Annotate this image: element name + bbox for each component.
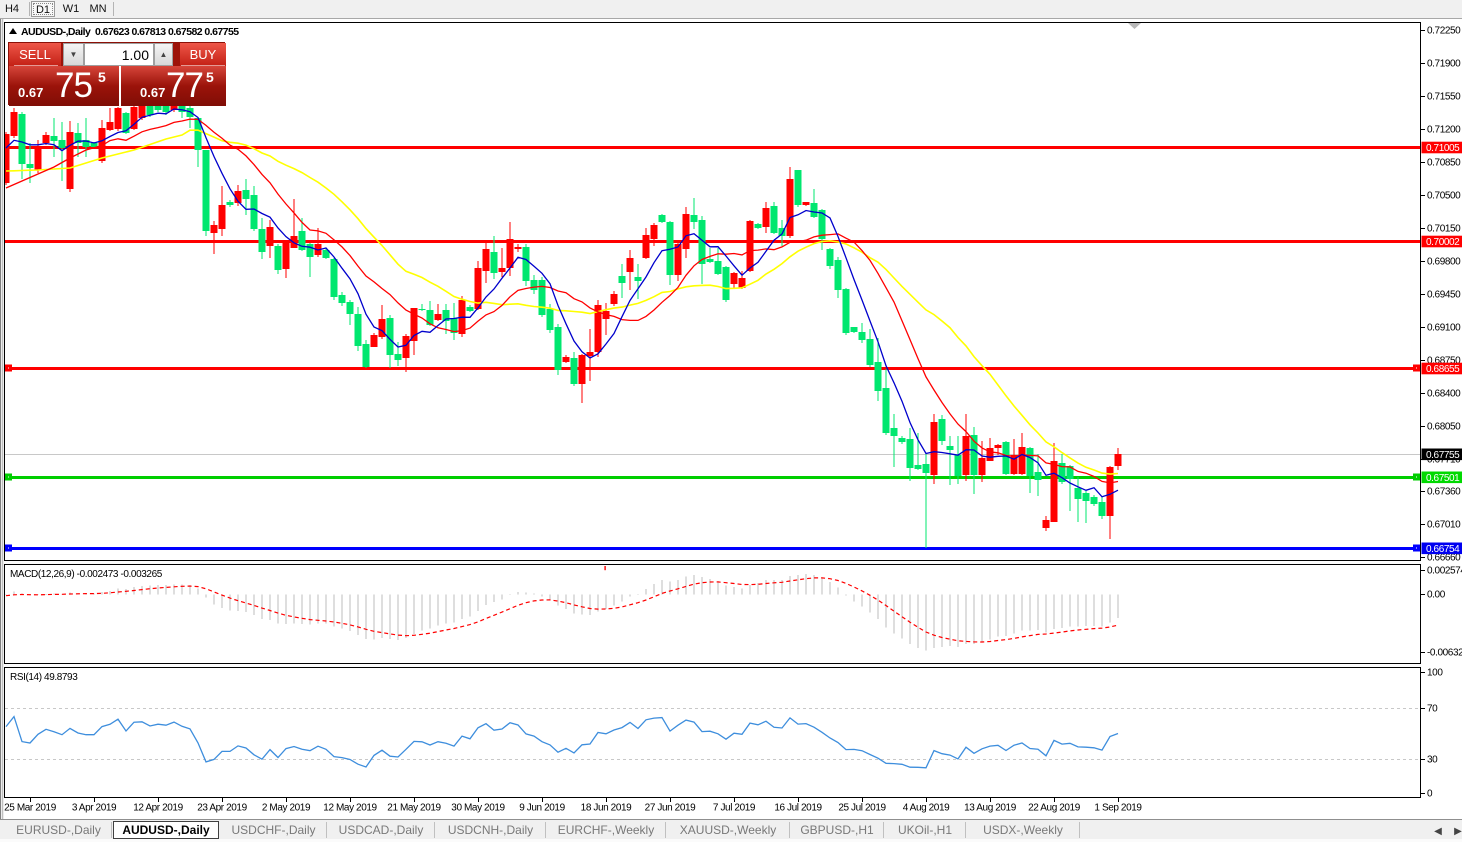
svg-text:0.72250: 0.72250 xyxy=(1427,26,1461,37)
svg-text:1 Sep 2019: 1 Sep 2019 xyxy=(1094,803,1142,814)
svg-text:21 May 2019: 21 May 2019 xyxy=(387,803,441,814)
svg-text:30: 30 xyxy=(1427,755,1438,766)
svg-text:13 Aug 2019: 13 Aug 2019 xyxy=(964,803,1017,814)
svg-text:0.68750: 0.68750 xyxy=(1427,356,1461,367)
svg-text:0.00: 0.00 xyxy=(1427,590,1446,601)
svg-text:0.70850: 0.70850 xyxy=(1427,158,1461,169)
svg-text:0.69800: 0.69800 xyxy=(1427,257,1461,268)
svg-text:100: 100 xyxy=(1427,668,1443,679)
svg-text:RSI(14) 49.8793: RSI(14) 49.8793 xyxy=(10,672,78,683)
svg-text:23 Apr 2019: 23 Apr 2019 xyxy=(197,803,247,814)
svg-text:0.71900: 0.71900 xyxy=(1427,59,1461,70)
svg-text:18 Jun 2019: 18 Jun 2019 xyxy=(581,803,632,814)
svg-text:4 Aug 2019: 4 Aug 2019 xyxy=(903,803,950,814)
svg-text:0.69100: 0.69100 xyxy=(1427,323,1461,334)
svg-text:9 Jun 2019: 9 Jun 2019 xyxy=(519,803,565,814)
svg-text:12 May 2019: 12 May 2019 xyxy=(323,803,377,814)
svg-text:0.68655: 0.68655 xyxy=(1426,364,1460,375)
svg-text:0.67010: 0.67010 xyxy=(1427,520,1461,531)
svg-text:MACD(12,26,9) -0.002473 -0.003: MACD(12,26,9) -0.002473 -0.003265 xyxy=(10,569,163,580)
svg-text:0.68050: 0.68050 xyxy=(1427,422,1461,433)
svg-text:0.002574: 0.002574 xyxy=(1427,566,1462,577)
svg-text:70: 70 xyxy=(1427,704,1438,715)
svg-text:25 Jul 2019: 25 Jul 2019 xyxy=(838,803,886,814)
svg-text:12 Apr 2019: 12 Apr 2019 xyxy=(133,803,183,814)
svg-text:0.68400: 0.68400 xyxy=(1427,389,1461,400)
svg-text:25 Mar 2019: 25 Mar 2019 xyxy=(4,803,57,814)
svg-text:0.71005: 0.71005 xyxy=(1426,143,1460,154)
svg-text:0: 0 xyxy=(1427,789,1433,800)
svg-text:0.69450: 0.69450 xyxy=(1427,290,1461,301)
svg-text:-0.006326: -0.006326 xyxy=(1427,648,1462,659)
svg-text:16 Jul 2019: 16 Jul 2019 xyxy=(774,803,822,814)
svg-text:0.70002: 0.70002 xyxy=(1426,237,1460,248)
svg-text:7 Jul 2019: 7 Jul 2019 xyxy=(713,803,756,814)
svg-text:0.67501: 0.67501 xyxy=(1426,473,1460,484)
svg-text:0.66754: 0.66754 xyxy=(1426,544,1460,555)
svg-text:3 Apr 2019: 3 Apr 2019 xyxy=(72,803,117,814)
svg-text:27 Jun 2019: 27 Jun 2019 xyxy=(645,803,696,814)
svg-text:2 May 2019: 2 May 2019 xyxy=(262,803,311,814)
svg-text:0.71550: 0.71550 xyxy=(1427,92,1461,103)
svg-text:0.67755: 0.67755 xyxy=(1426,450,1460,461)
svg-text:AUDUSD-,Daily 0.67623 0.67813: AUDUSD-,Daily 0.67623 0.67813 0.67582 0.… xyxy=(21,26,239,38)
svg-text:0.70150: 0.70150 xyxy=(1427,224,1461,235)
svg-text:0.67360: 0.67360 xyxy=(1427,487,1461,498)
svg-text:0.70500: 0.70500 xyxy=(1427,191,1461,202)
svg-text:0.71200: 0.71200 xyxy=(1427,125,1461,136)
svg-text:0.66660: 0.66660 xyxy=(1427,553,1461,564)
svg-text:22 Aug 2019: 22 Aug 2019 xyxy=(1028,803,1081,814)
svg-text:30 May 2019: 30 May 2019 xyxy=(451,803,505,814)
